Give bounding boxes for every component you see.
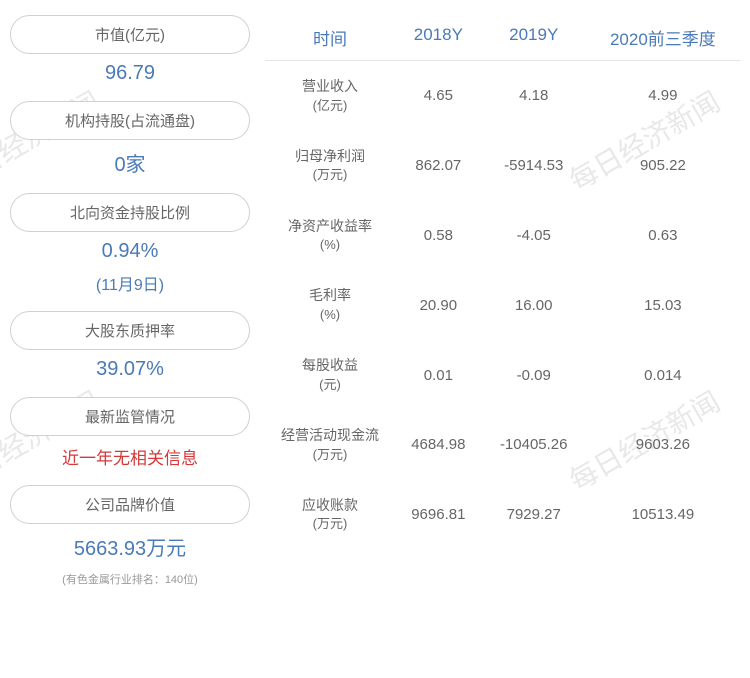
row-label-unit: (%)	[271, 236, 389, 254]
metric-sub-northbound: (11月9日)	[10, 271, 250, 295]
header-2020: 2020前三季度	[586, 15, 740, 61]
metric-label-regulatory: 最新监管情况	[10, 397, 250, 436]
metric-label-brand: 公司品牌价值	[10, 485, 250, 524]
row-label-receivables: 应收账款 (万元)	[265, 480, 395, 550]
row-label-text: 营业收入	[271, 77, 389, 97]
cell-value: 0.014	[586, 340, 740, 410]
table-row: 应收账款 (万元) 9696.81 7929.27 10513.49	[265, 480, 740, 550]
row-label-unit: (万元)	[271, 515, 389, 533]
metric-value-market-cap: 96.79	[10, 62, 250, 85]
cell-value: 0.63	[586, 201, 740, 271]
cell-value: 4.99	[586, 61, 740, 131]
row-label-netprofit: 归母净利润 (万元)	[265, 131, 395, 201]
table-header-row: 时间 2018Y 2019Y 2020前三季度	[265, 15, 740, 61]
row-label-unit: (亿元)	[271, 97, 389, 115]
metric-label-market-cap: 市值(亿元)	[10, 15, 250, 54]
cell-value: 7929.27	[482, 480, 586, 550]
row-label-grossmargin: 毛利率 (%)	[265, 270, 395, 340]
header-2019: 2019Y	[482, 15, 586, 61]
metric-value-northbound: 0.94%	[10, 240, 250, 263]
cell-value: 4684.98	[395, 410, 482, 480]
table-row: 经营活动现金流 (万元) 4684.98 -10405.26 9603.26	[265, 410, 740, 480]
metric-footnote-brand: (有色金属行业排名：140位)	[10, 571, 250, 587]
cell-value: 10513.49	[586, 480, 740, 550]
cell-value: 905.22	[586, 131, 740, 201]
row-label-unit: (%)	[271, 306, 389, 324]
row-label-unit: (万元)	[271, 446, 389, 464]
cell-value: 4.18	[482, 61, 586, 131]
cell-value: -0.09	[482, 340, 586, 410]
row-label-cashflow: 经营活动现金流 (万元)	[265, 410, 395, 480]
cell-value: 0.58	[395, 201, 482, 271]
cell-value: 9696.81	[395, 480, 482, 550]
table-row: 净资产收益率 (%) 0.58 -4.05 0.63	[265, 201, 740, 271]
row-label-text: 经营活动现金流	[271, 426, 389, 446]
cell-value: -5914.53	[482, 131, 586, 201]
metric-label-pledge: 大股东质押率	[10, 311, 250, 350]
metric-value-institutional: 0家	[10, 148, 250, 177]
row-label-text: 净资产收益率	[271, 217, 389, 237]
row-label-text: 毛利率	[271, 286, 389, 306]
cell-value: -10405.26	[482, 410, 586, 480]
row-label-text: 应收账款	[271, 496, 389, 516]
cell-value: 16.00	[482, 270, 586, 340]
metric-value-brand: 5663.93万元	[10, 532, 250, 561]
row-label-roe: 净资产收益率 (%)	[265, 201, 395, 271]
metric-alert-regulatory: 近一年无相关信息	[10, 444, 250, 469]
metric-value-pledge: 39.07%	[10, 358, 250, 381]
cell-value: 15.03	[586, 270, 740, 340]
header-2018: 2018Y	[395, 15, 482, 61]
left-metrics-panel: 市值(亿元) 96.79 机构持股(占流通盘) 0家 北向资金持股比例 0.94…	[0, 0, 260, 678]
metric-label-institutional: 机构持股(占流通盘)	[10, 101, 250, 140]
cell-value: 20.90	[395, 270, 482, 340]
table-row: 毛利率 (%) 20.90 16.00 15.03	[265, 270, 740, 340]
row-label-unit: (元)	[271, 376, 389, 394]
header-time: 时间	[265, 15, 395, 61]
row-label-revenue: 营业收入 (亿元)	[265, 61, 395, 131]
cell-value: -4.05	[482, 201, 586, 271]
financial-table: 时间 2018Y 2019Y 2020前三季度 营业收入 (亿元) 4.65 4…	[265, 15, 740, 549]
cell-value: 9603.26	[586, 410, 740, 480]
row-label-text: 归母净利润	[271, 147, 389, 167]
cell-value: 4.65	[395, 61, 482, 131]
table-row: 每股收益 (元) 0.01 -0.09 0.014	[265, 340, 740, 410]
row-label-unit: (万元)	[271, 166, 389, 184]
metric-label-northbound: 北向资金持股比例	[10, 193, 250, 232]
cell-value: 862.07	[395, 131, 482, 201]
row-label-eps: 每股收益 (元)	[265, 340, 395, 410]
table-body: 营业收入 (亿元) 4.65 4.18 4.99 归母净利润 (万元) 862.…	[265, 61, 740, 550]
row-label-text: 每股收益	[271, 356, 389, 376]
cell-value: 0.01	[395, 340, 482, 410]
table-row: 营业收入 (亿元) 4.65 4.18 4.99	[265, 61, 740, 131]
financial-table-panel: 时间 2018Y 2019Y 2020前三季度 营业收入 (亿元) 4.65 4…	[260, 0, 750, 678]
table-row: 归母净利润 (万元) 862.07 -5914.53 905.22	[265, 131, 740, 201]
